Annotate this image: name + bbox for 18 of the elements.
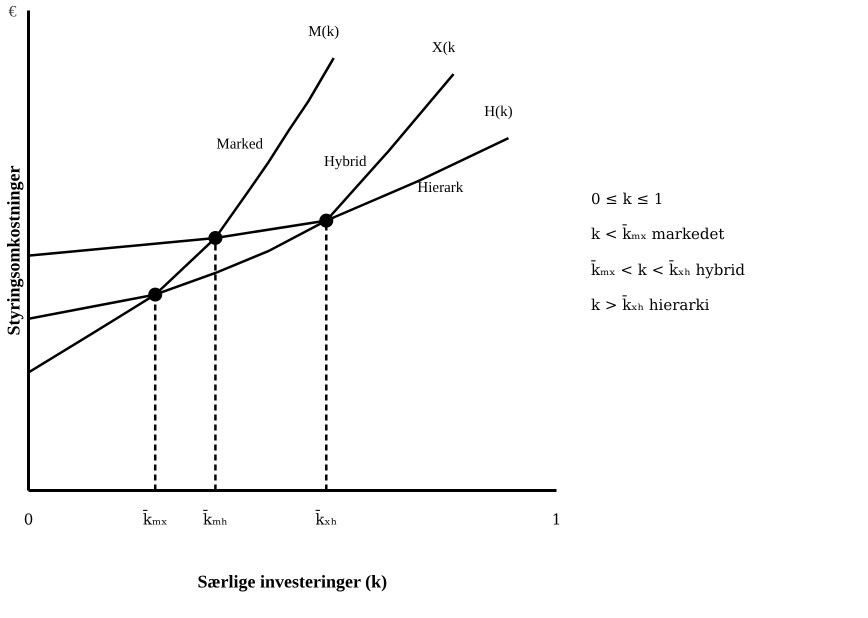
text: k > k̄ₓₕ hierarki (591, 295, 710, 316)
chart-title: € (8, 4, 16, 20)
text: k < k̄ₘₓ markedet (591, 224, 726, 246)
series-label: H(k) (484, 104, 513, 120)
x-tick-label: 1 (552, 510, 562, 528)
series-label: X(k (432, 40, 456, 56)
x-tick-label: k̄ₓₕ (315, 509, 338, 528)
annotation: Hierark (417, 180, 464, 196)
x-tick-label: k̄ₘₓ (142, 509, 168, 528)
series-label: M(k) (308, 24, 340, 40)
x-tick-label: k̄ₘₕ (203, 509, 228, 528)
annotation: Hybrid (324, 154, 368, 170)
x-axis-title: Særlige investeringer (k) (198, 572, 388, 592)
text: k̄ₘₓ < k < k̄ₓₕ hybrid (591, 260, 745, 281)
y-axis-title: Styringsomkostninger (4, 165, 24, 336)
annotation: Marked (216, 136, 264, 153)
text: 0 ≤ k ≤ 1 (591, 189, 664, 210)
x-tick-label: 0 (24, 510, 34, 528)
